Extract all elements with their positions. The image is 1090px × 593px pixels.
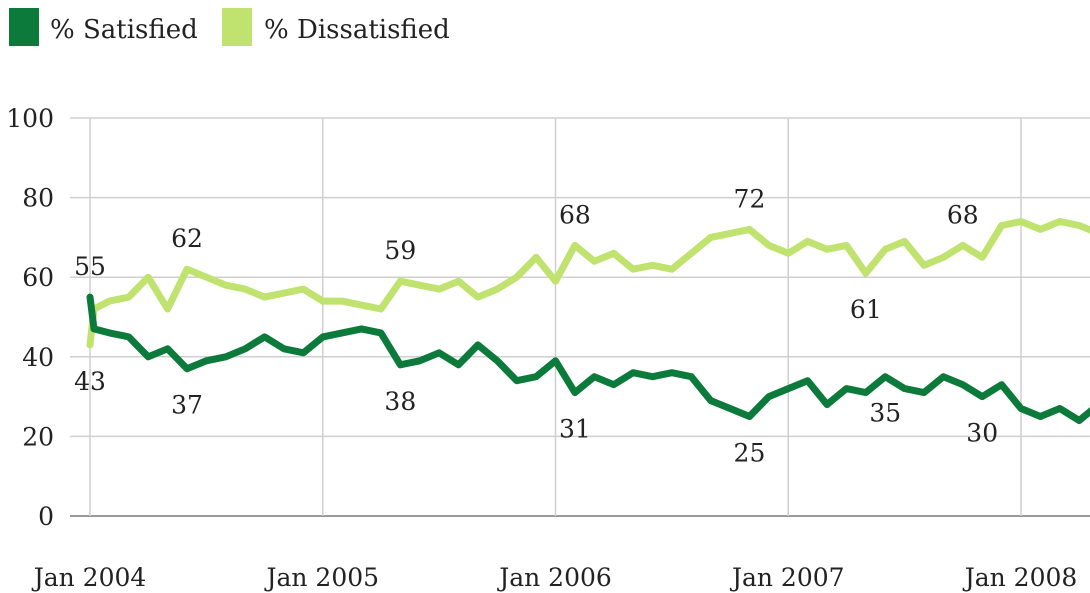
data-label-8: 72 — [734, 184, 766, 213]
gridlines — [70, 117, 1090, 517]
data-label-12: 68 — [947, 200, 979, 229]
series-line-dissatisfied — [86, 218, 1090, 349]
data-label-7: 31 — [559, 415, 591, 444]
data-label-0: 55 — [74, 252, 106, 281]
legend-label-satisfied: % Satisfied — [50, 15, 198, 45]
x-tick-label-3: Jan 2007 — [729, 563, 845, 592]
x-tick-label-1: Jan 2005 — [263, 563, 379, 592]
data-label-2: 62 — [171, 224, 203, 253]
y-tick-label-40: 40 — [22, 343, 54, 372]
data-label-6: 68 — [559, 200, 591, 229]
legend-swatch-satisfied — [9, 8, 39, 46]
y-tick-label-100: 100 — [6, 104, 54, 133]
x-axis: Jan 2004 Jan 2005 Jan 2006 Jan 2007 Jan 2008 — [31, 563, 1078, 592]
x-tick-label-4: Jan 2008 — [962, 563, 1078, 592]
y-tick-label-20: 20 — [22, 422, 54, 451]
y-axis: 0 20 40 60 80 100 — [6, 104, 54, 531]
data-label-9: 25 — [734, 439, 766, 468]
data-label-1: 43 — [74, 367, 106, 396]
legend-label-dissatisfied: % Dissatisfied — [264, 15, 450, 45]
data-label-5: 38 — [384, 387, 416, 416]
legend-item-dissatisfied: % Dissatisfied — [222, 8, 450, 46]
data-labels: 554362375938683172256135683076208019 — [74, 184, 998, 468]
legend-swatch-dissatisfied — [222, 8, 252, 46]
data-label-4: 59 — [384, 236, 416, 265]
y-tick-label-60: 60 — [22, 263, 54, 292]
data-label-10: 61 — [850, 295, 882, 324]
legend-item-satisfied: % Satisfied — [9, 8, 198, 46]
series-lines — [86, 218, 1090, 424]
data-label-13: 30 — [966, 419, 998, 448]
y-tick-label-80: 80 — [22, 184, 54, 213]
y-tick-label-0: 0 — [38, 502, 54, 531]
x-tick-label-2: Jan 2006 — [496, 563, 612, 592]
legend: % Satisfied % Dissatisfied — [9, 8, 450, 46]
series-line-satisfied — [86, 293, 1090, 424]
x-tick-label-0: Jan 2004 — [31, 563, 147, 592]
data-label-11: 35 — [869, 399, 901, 428]
data-label-3: 37 — [171, 391, 203, 420]
